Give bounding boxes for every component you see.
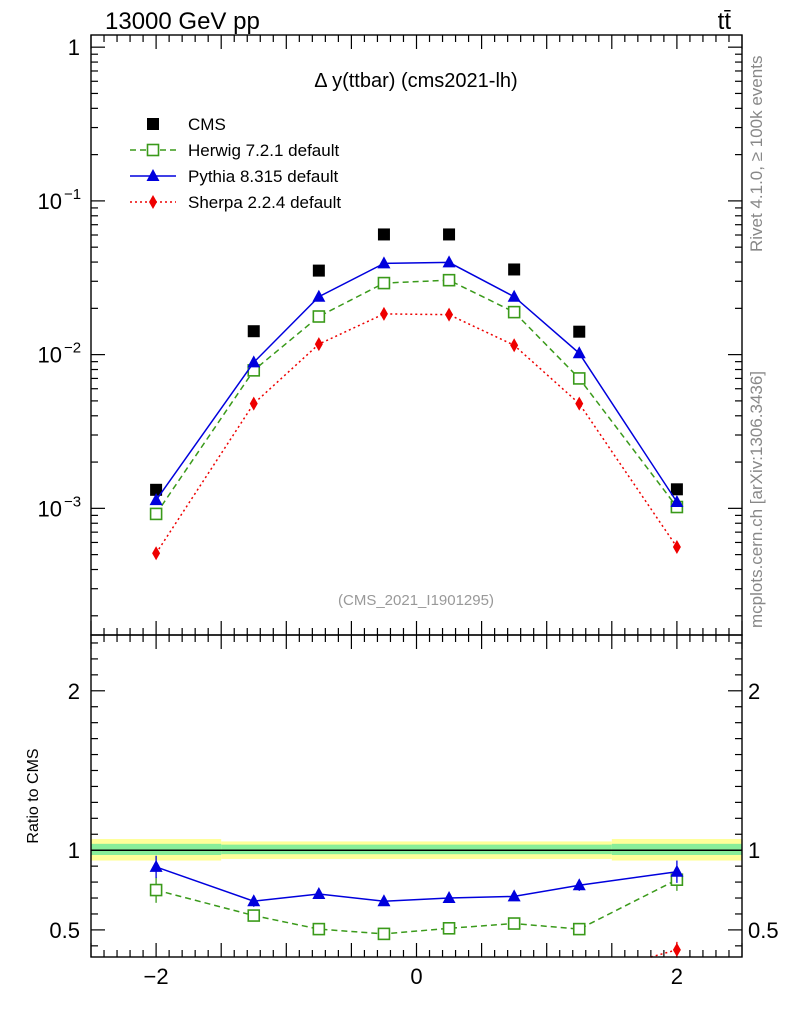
sherpa-line <box>155 313 678 554</box>
x-axis-labels: −2 0 2 <box>144 964 683 989</box>
pythia-ratio-line <box>155 866 678 902</box>
pythia-ratio-point <box>670 864 684 877</box>
ratio-y-tick-label-right: 0.5 <box>748 918 779 943</box>
y-tick-exponent: −3 <box>64 493 81 510</box>
herwig-ratio-point <box>247 909 261 922</box>
pythia-point <box>670 494 684 507</box>
cms-point <box>443 228 456 241</box>
sherpa-ratio-point <box>672 942 681 957</box>
pythia-point <box>507 289 521 302</box>
ratio-series <box>149 855 684 958</box>
rivet-version-label: Rivet 4.1.0, ≥ 100k events <box>747 56 766 252</box>
cms-point <box>573 325 586 338</box>
herwig-ratio-point <box>507 917 521 930</box>
pythia-point <box>572 346 586 359</box>
sherpa-point <box>314 337 323 352</box>
herwig-ratio-point <box>442 922 456 935</box>
sherpa-point <box>575 396 584 411</box>
sherpa-point <box>445 307 454 322</box>
x-tick-label: 2 <box>671 964 683 989</box>
x-tick-label: 0 <box>410 964 422 989</box>
herwig-line <box>155 279 678 515</box>
legend-marker-sherpa <box>149 195 157 209</box>
ratio-panel: 0.5 0.5 1 1 2 2 Ratio to CMS <box>25 634 779 958</box>
legend-label-herwig: Herwig 7.2.1 default <box>188 141 339 160</box>
pythia-line <box>155 261 678 503</box>
energy-label: 13000 GeV pp <box>105 8 260 35</box>
pythia-point <box>442 255 456 268</box>
band-inner <box>91 843 222 855</box>
ratio-ticks: 0.5 0.5 1 1 2 2 <box>49 642 779 947</box>
band-inner <box>611 843 742 855</box>
cms-point <box>150 483 163 496</box>
pythia-ratio-point <box>442 891 456 904</box>
legend-marker-herwig <box>146 143 160 157</box>
sherpa-point <box>672 540 681 555</box>
herwig-ratio-point <box>149 883 163 897</box>
pythia-ratio-point <box>377 894 391 907</box>
herwig-ratio-point <box>377 927 391 941</box>
mcplots-label: mcplots.cern.ch [arXiv:1306.3436] <box>747 371 766 628</box>
pythia-ratio-point <box>572 878 586 891</box>
analysis-watermark: (CMS_2021_I1901295) <box>338 592 494 609</box>
herwig-point <box>507 305 521 319</box>
sherpa-point <box>379 306 388 321</box>
y-tick-exponent: −1 <box>64 186 81 203</box>
pythia-ratio-point <box>149 859 163 872</box>
pythia-point <box>312 289 326 302</box>
herwig-ratio-line <box>155 879 678 935</box>
band-inner <box>221 844 612 855</box>
herwig-ratio-point <box>312 922 326 936</box>
x-tick-label: −2 <box>144 964 169 989</box>
ratio-y-tick-label: 0.5 <box>49 918 80 943</box>
y-tick-label: 10 <box>38 189 62 214</box>
legend-label-pythia: Pythia 8.315 default <box>188 167 339 186</box>
main-ticks: 110−110−210−3 <box>38 35 743 957</box>
ratio-ylabel: Ratio to CMS <box>25 748 42 843</box>
pythia-ratio-point <box>312 887 326 900</box>
plot-title: Δ y(ttbar) (cms2021-lh) <box>314 70 517 92</box>
cms-point <box>312 264 325 277</box>
main-series <box>149 228 684 561</box>
ratio-frame <box>90 634 743 958</box>
herwig-point <box>312 310 326 323</box>
pythia-point <box>247 355 261 368</box>
sherpa-point <box>249 396 258 411</box>
process-label: tt̄ <box>718 8 732 35</box>
herwig-point <box>572 372 586 385</box>
y-tick-label: 10 <box>38 343 62 368</box>
sherpa-point <box>152 546 161 561</box>
legend-marker-cms <box>147 118 159 130</box>
ratio-y-tick-label: 2 <box>68 679 80 704</box>
legend: CMS Herwig 7.2.1 default Pythia 8.315 defa… <box>130 115 341 212</box>
ratio-y-tick-label-right: 2 <box>748 679 760 704</box>
y-tick-label: 1 <box>68 35 80 60</box>
ratio-y-tick-label-right: 1 <box>748 838 760 863</box>
cms-point <box>508 263 521 276</box>
y-tick-exponent: −2 <box>64 340 81 357</box>
y-tick-label: 10 <box>38 496 62 521</box>
cms-point <box>247 325 260 338</box>
legend-label-sherpa: Sherpa 2.2.4 default <box>188 193 341 212</box>
ratio-y-tick-label: 1 <box>68 838 80 863</box>
pythia-point <box>149 493 163 506</box>
uncertainty-bands <box>91 839 742 861</box>
herwig-point <box>149 507 163 521</box>
cms-point <box>377 228 390 241</box>
cms-point <box>670 483 683 496</box>
pythia-point <box>377 256 391 269</box>
pythia-ratio-point <box>507 889 521 902</box>
legend-label-cms: CMS <box>188 115 226 134</box>
pythia-ratio-point <box>247 894 261 907</box>
main-panel: 110−110−210−3 Δ y(ttbar) (cms2021-lh) (C… <box>38 34 743 957</box>
herwig-ratio-point <box>572 922 586 936</box>
sherpa-point <box>510 338 519 353</box>
herwig-point <box>442 273 456 287</box>
legend-marker-pythia <box>146 169 160 181</box>
herwig-point <box>377 276 391 290</box>
